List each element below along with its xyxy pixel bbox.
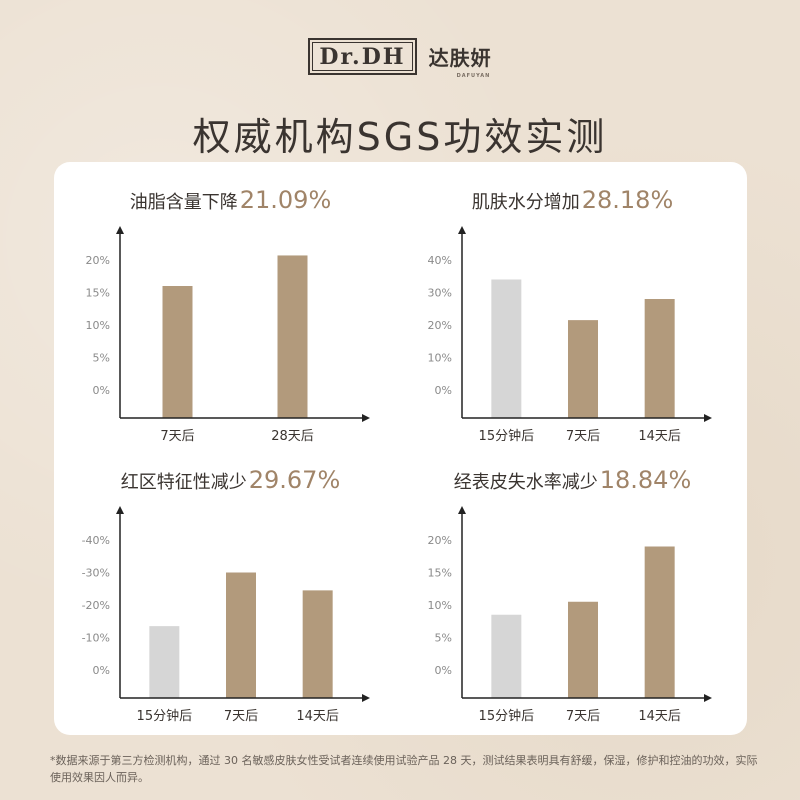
chart-title-value: 28.18% bbox=[581, 186, 674, 214]
y-tick-label: -30% bbox=[82, 567, 110, 580]
chart-tewl: 经表皮失水率减少18.84% 20% 15% 10% 5% 0% 15分钟后 7天后 14天后 bbox=[400, 452, 745, 737]
y-tick-label: 0% bbox=[93, 664, 110, 677]
x-tick-label: 15分钟后 bbox=[479, 428, 535, 444]
y-tick-label: 0% bbox=[435, 664, 452, 677]
y-axis-arrow bbox=[458, 226, 466, 234]
chart-title-prefix: 红区特征性减少 bbox=[120, 472, 247, 493]
chart-title: 经表皮失水率减少18.84% bbox=[400, 466, 745, 494]
chart-title: 红区特征性减少29.67% bbox=[58, 466, 403, 494]
x-tick-label: 7天后 bbox=[224, 709, 258, 724]
y-tick-label: 5% bbox=[435, 632, 452, 645]
chart-title-prefix: 经表皮失水率减少 bbox=[453, 472, 598, 493]
footnote: *数据来源于第三方检测机构，通过 30 名敏感皮肤女性受试者连续使用试验产品 2… bbox=[50, 754, 758, 784]
y-tick-label: 10% bbox=[86, 319, 110, 332]
x-tick-label: 28天后 bbox=[271, 429, 314, 444]
bar bbox=[149, 626, 180, 698]
x-tick-label: 15分钟后 bbox=[137, 708, 193, 724]
x-axis-arrow bbox=[362, 694, 370, 702]
y-tick-label: 0% bbox=[435, 384, 452, 397]
chart-skin-moisture: 肌肤水分增加28.18% 40% 30% 20% 10% 0% 15分钟后 7天后 14天后 bbox=[400, 172, 745, 457]
x-tick-label: 7天后 bbox=[160, 429, 194, 444]
y-axis-arrow bbox=[116, 506, 124, 514]
y-tick-label: -20% bbox=[82, 599, 110, 612]
bar bbox=[162, 286, 193, 418]
x-tick-label: 7天后 bbox=[566, 429, 600, 444]
chart-title-value: 18.84% bbox=[599, 466, 692, 494]
chart-title-value: 21.09% bbox=[239, 186, 332, 214]
bar bbox=[277, 255, 308, 418]
charts-panel: 油脂含量下降21.09% 20% 15% 10% 5% 0% 7天后 28天后 肌肤水分增加… bbox=[54, 162, 747, 735]
brand-name-cn: 达肤妍 bbox=[428, 46, 492, 70]
chart-svg: 20% 15% 10% 5% 0% 15分钟后 7天后 14天后 bbox=[428, 506, 712, 724]
bar bbox=[644, 546, 675, 698]
chart-title-value: 29.67% bbox=[248, 466, 341, 494]
x-axis-arrow bbox=[704, 694, 712, 702]
x-tick-label: 15分钟后 bbox=[479, 708, 535, 724]
bar bbox=[491, 614, 522, 698]
page-title: 权威机构SGS功效实测 bbox=[192, 115, 608, 159]
y-axis-arrow bbox=[458, 506, 466, 514]
chart-svg: -40% -30% -20% -10% 0% 15分钟后 7天后 14天后 bbox=[82, 506, 370, 724]
chart-title-prefix: 肌肤水分增加 bbox=[471, 192, 580, 213]
chart-title: 肌肤水分增加28.18% bbox=[400, 186, 745, 214]
y-axis-arrow bbox=[116, 226, 124, 234]
y-tick-label: 10% bbox=[428, 352, 452, 365]
x-axis-arrow bbox=[362, 414, 370, 422]
chart-title-prefix: 油脂含量下降 bbox=[129, 192, 238, 213]
y-tick-label: 20% bbox=[428, 534, 452, 547]
bar bbox=[226, 572, 256, 698]
chart-svg: 20% 15% 10% 5% 0% 7天后 28天后 bbox=[86, 226, 370, 444]
chart-redness: 红区特征性减少29.67% -40% -30% -20% -10% 0% 15分钟后 7天后… bbox=[58, 452, 403, 737]
y-tick-label: 30% bbox=[428, 287, 452, 300]
bar bbox=[568, 601, 598, 698]
brand-name: 达肤妍 DAFUYAN bbox=[428, 42, 492, 79]
chart-title: 油脂含量下降21.09% bbox=[58, 186, 403, 214]
y-tick-label: 20% bbox=[86, 254, 110, 267]
x-tick-label: 7天后 bbox=[566, 709, 600, 724]
x-tick-label: 14天后 bbox=[638, 709, 681, 724]
bar bbox=[491, 279, 522, 418]
y-tick-label: 0% bbox=[93, 384, 110, 397]
y-tick-label: -40% bbox=[82, 534, 110, 547]
x-axis-arrow bbox=[704, 414, 712, 422]
x-tick-label: 14天后 bbox=[296, 709, 339, 724]
x-tick-label: 14天后 bbox=[638, 429, 681, 444]
y-tick-label: 15% bbox=[428, 567, 452, 580]
y-tick-label: 10% bbox=[428, 599, 452, 612]
y-tick-label: 15% bbox=[86, 287, 110, 300]
y-tick-label: 5% bbox=[93, 352, 110, 365]
y-tick-label: -10% bbox=[82, 632, 110, 645]
chart-oil-content: 油脂含量下降21.09% 20% 15% 10% 5% 0% 7天后 28天后 bbox=[58, 172, 403, 457]
bar bbox=[302, 590, 333, 698]
brand-logo: Dr.DH bbox=[308, 38, 417, 75]
y-tick-label: 40% bbox=[428, 254, 452, 267]
bar bbox=[644, 299, 675, 418]
chart-svg: 40% 30% 20% 10% 0% 15分钟后 7天后 14天后 bbox=[428, 226, 712, 444]
brand-header: Dr.DH 达肤妍 DAFUYAN bbox=[0, 38, 800, 79]
y-tick-label: 20% bbox=[428, 319, 452, 332]
bar bbox=[568, 320, 598, 418]
brand-name-sub: DAFUYAN bbox=[456, 73, 491, 79]
